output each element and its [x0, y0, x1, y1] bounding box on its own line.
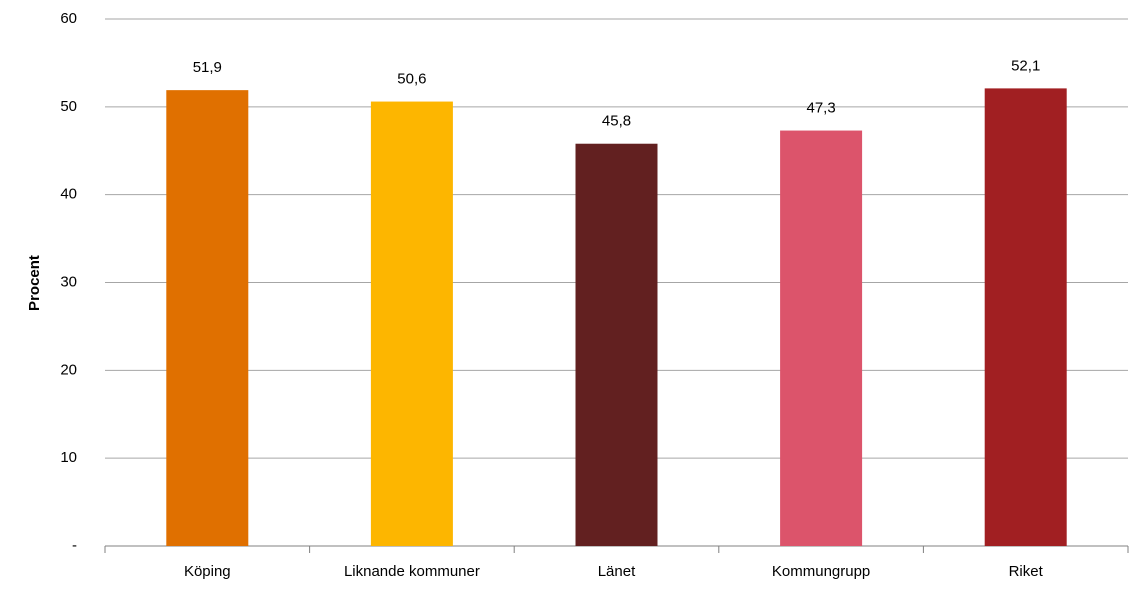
value-label: 52,1 — [1011, 57, 1040, 74]
y-tick-label: 50 — [60, 98, 77, 115]
x-tick-label: Liknande kommuner — [344, 563, 480, 580]
value-label: 50,6 — [397, 71, 426, 88]
bar — [575, 143, 658, 546]
bar — [780, 130, 863, 546]
y-tick-label: 40 — [60, 186, 77, 203]
y-tick-label: 60 — [60, 10, 77, 27]
x-tick-label: Köping — [184, 563, 231, 580]
y-tick-label: 20 — [60, 361, 77, 378]
x-tick-label: Länet — [598, 563, 636, 580]
y-tick-label: 10 — [60, 449, 77, 466]
y-tick-label: 30 — [60, 273, 77, 290]
x-tick-label: Riket — [1009, 563, 1044, 580]
value-label: 45,8 — [602, 113, 631, 130]
bar — [166, 90, 249, 547]
y-tick-label: - — [72, 537, 77, 554]
value-label: 51,9 — [193, 59, 222, 76]
x-tick-label: Kommungrupp — [772, 563, 870, 580]
bar — [984, 88, 1067, 546]
bar — [370, 101, 453, 547]
value-label: 47,3 — [806, 100, 835, 117]
y-axis-label: Procent — [26, 255, 43, 311]
